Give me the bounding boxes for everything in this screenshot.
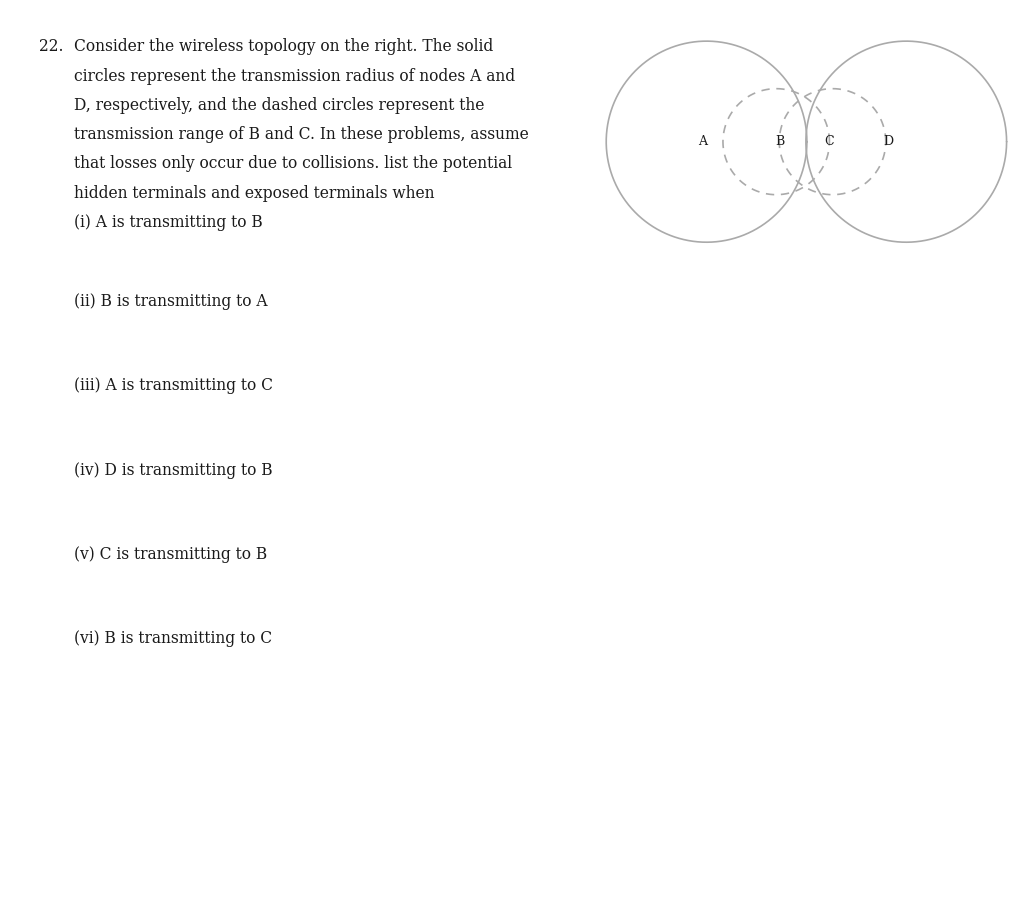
Text: that losses only occur due to collisions. list the potential: that losses only occur due to collisions… <box>74 155 512 173</box>
Text: Consider the wireless topology on the right. The solid: Consider the wireless topology on the ri… <box>74 38 493 56</box>
Text: D: D <box>884 135 894 148</box>
Text: D, respectively, and the dashed circles represent the: D, respectively, and the dashed circles … <box>74 97 484 114</box>
Text: (v) C is transmitting to B: (v) C is transmitting to B <box>74 546 267 563</box>
Text: circles represent the transmission radius of nodes A and: circles represent the transmission radiu… <box>74 68 515 85</box>
Text: transmission range of B and C. In these problems, assume: transmission range of B and C. In these … <box>74 126 528 143</box>
Text: (vi) B is transmitting to C: (vi) B is transmitting to C <box>74 630 271 647</box>
Text: 22.: 22. <box>39 38 63 56</box>
Text: (i) A is transmitting to B: (i) A is transmitting to B <box>74 214 262 231</box>
Text: (iv) D is transmitting to B: (iv) D is transmitting to B <box>74 462 272 479</box>
Text: (ii) B is transmitting to A: (ii) B is transmitting to A <box>74 293 267 311</box>
Text: C: C <box>824 135 835 148</box>
Text: hidden terminals and exposed terminals when: hidden terminals and exposed terminals w… <box>74 185 434 202</box>
Text: B: B <box>775 135 785 148</box>
Text: (iii) A is transmitting to C: (iii) A is transmitting to C <box>74 377 272 395</box>
Text: A: A <box>698 135 707 148</box>
